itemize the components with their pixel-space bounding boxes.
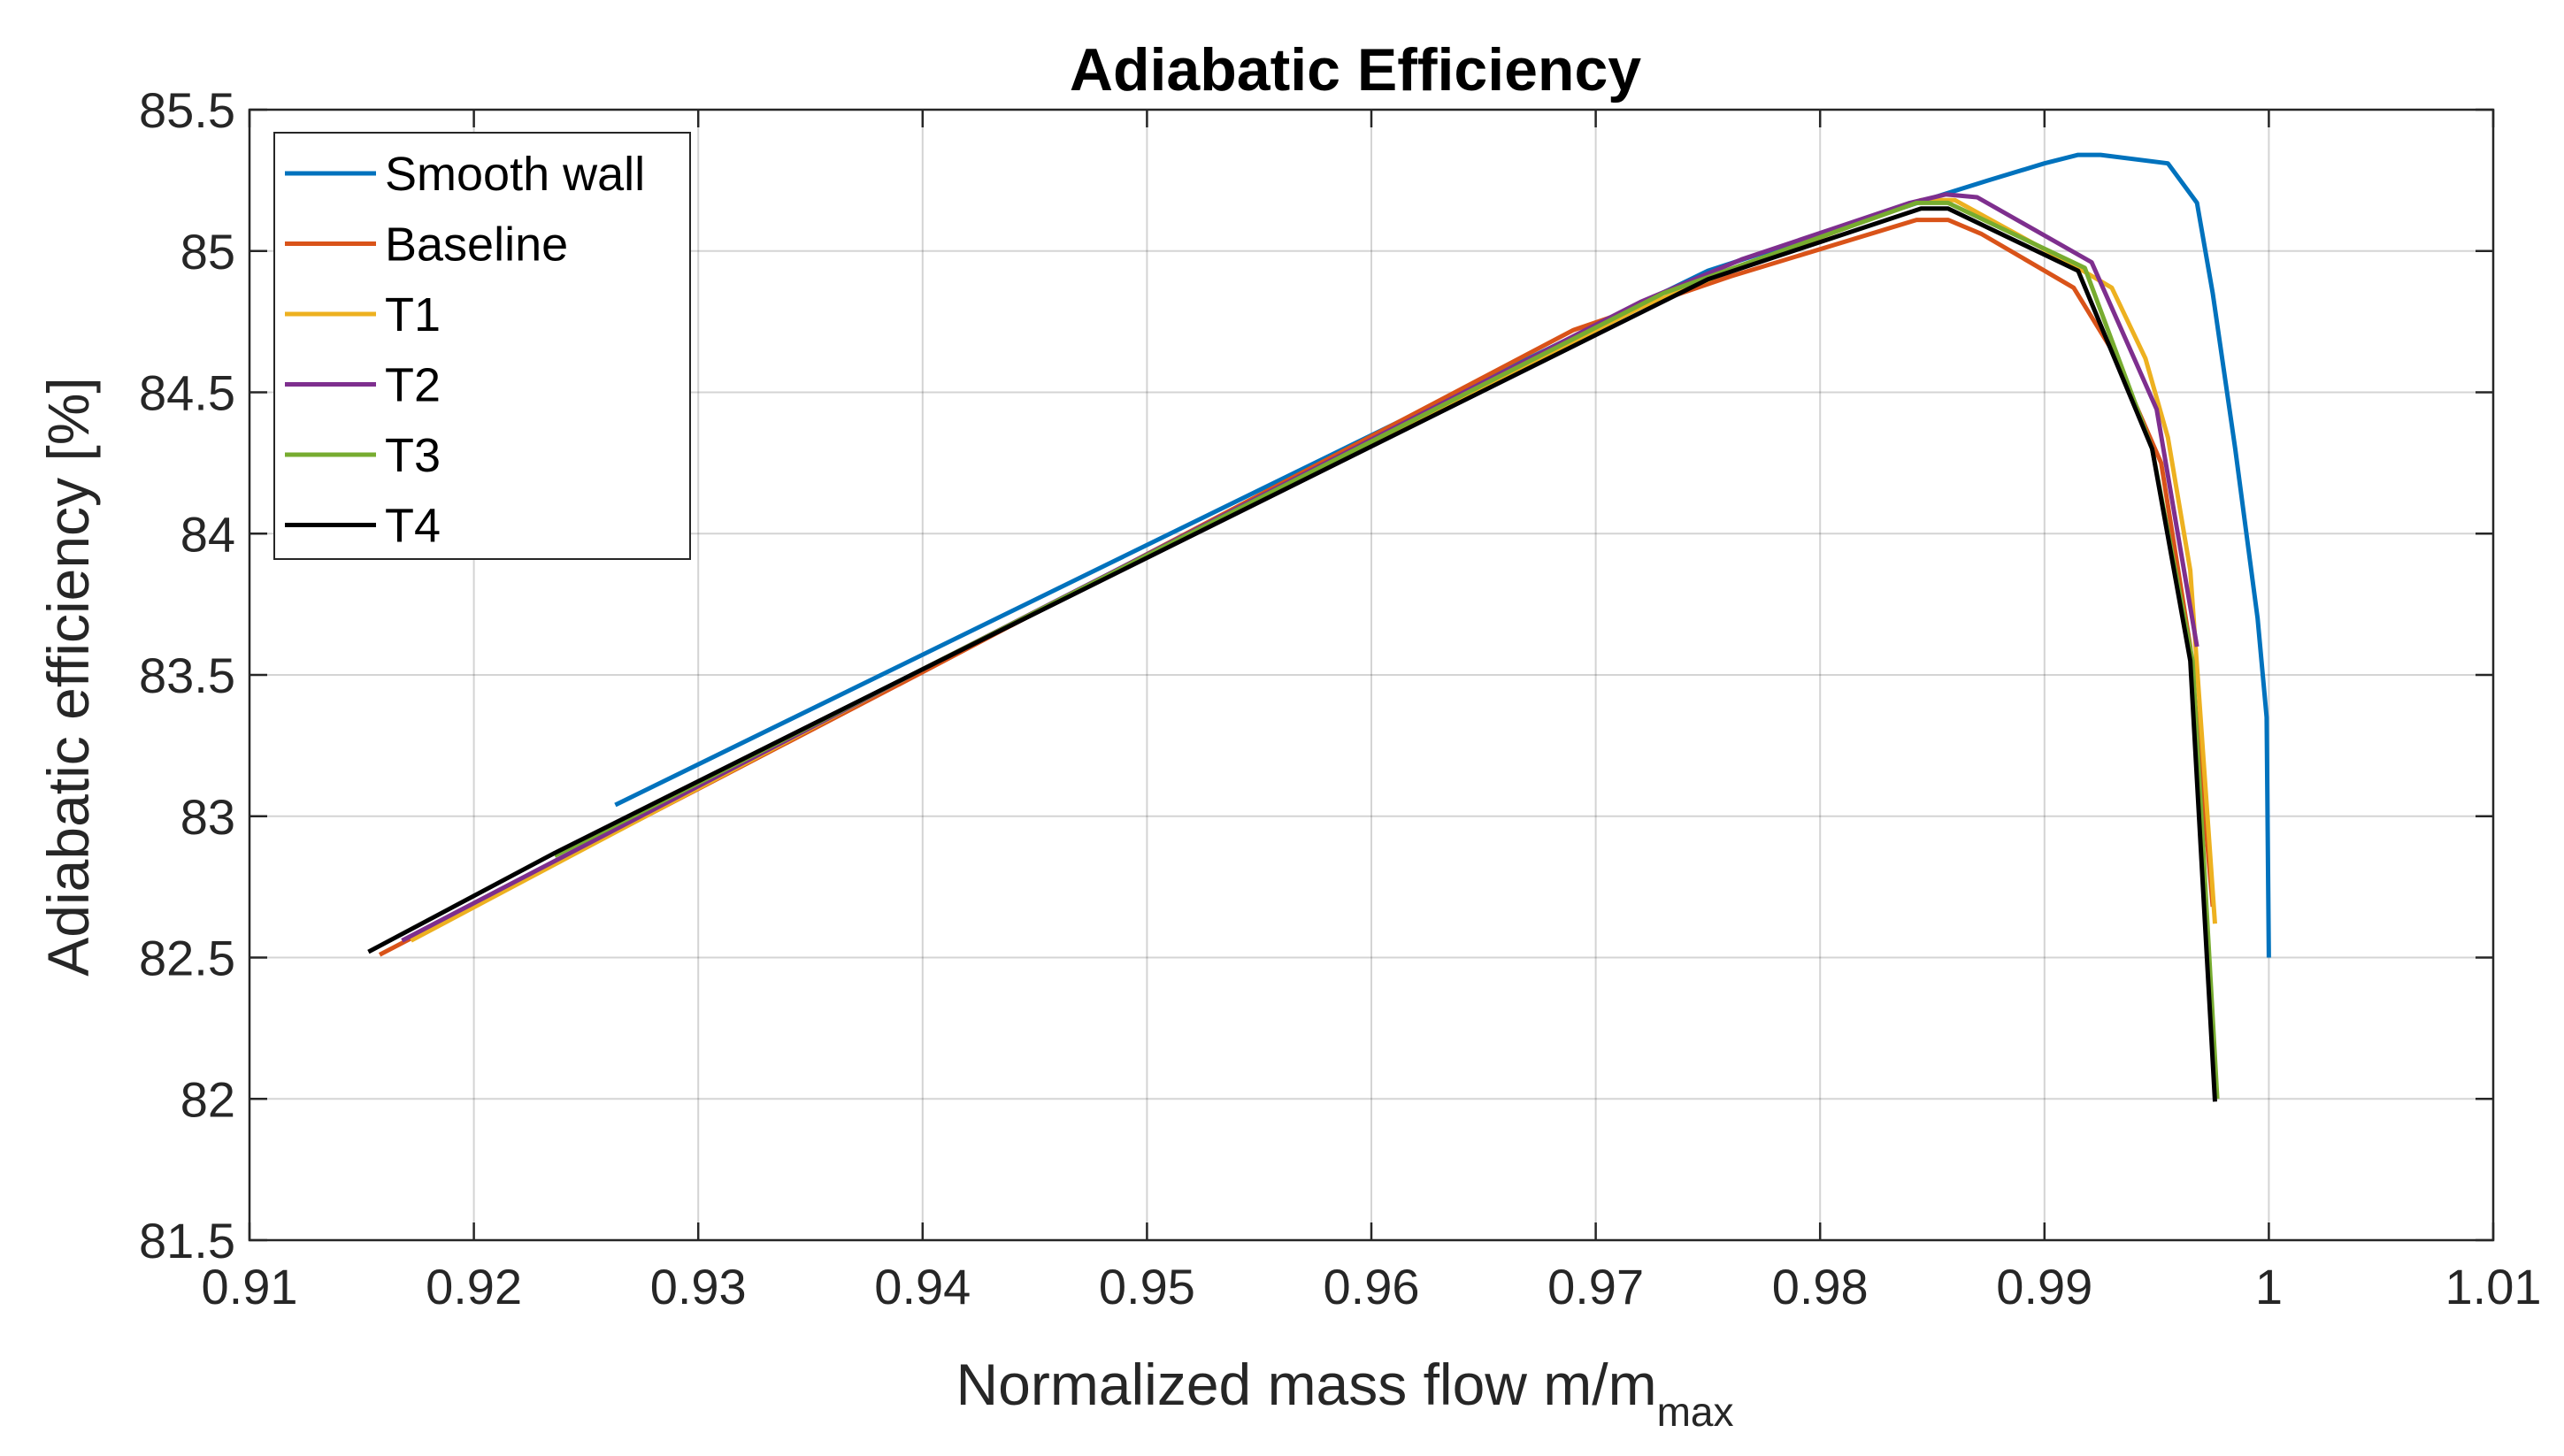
chart-title: Adiabatic Efficiency bbox=[1070, 36, 1641, 103]
x-tick-label: 0.93 bbox=[650, 1259, 747, 1314]
legend-label-baseline: Baseline bbox=[385, 218, 568, 272]
y-tick-label: 81.5 bbox=[139, 1213, 235, 1268]
y-tick-label: 85.5 bbox=[139, 82, 235, 138]
y-tick-label: 82.5 bbox=[139, 931, 235, 986]
y-tick-label: 83 bbox=[180, 789, 235, 845]
legend: Smooth wall Baseline T1 T2 T3 T4 bbox=[273, 132, 691, 560]
x-tick-label: 0.96 bbox=[1324, 1259, 1420, 1314]
x-tick-label: 1 bbox=[2255, 1259, 2283, 1314]
axis-ticks: 0.91 0.92 0.93 0.94 0.95 0.96 0.97 0.98 0.99 1 1.0… bbox=[139, 82, 2542, 1314]
x-axis-label: Normalized mass flow m/mmax bbox=[956, 1352, 1733, 1435]
x-tick-label: 0.99 bbox=[1996, 1259, 2092, 1314]
x-axis-label-subscript: max bbox=[1657, 1389, 1734, 1435]
legend-label-t4: T4 bbox=[385, 500, 441, 553]
legend-box bbox=[273, 132, 691, 560]
y-tick-label: 84.5 bbox=[139, 365, 235, 421]
y-tick-label: 85 bbox=[180, 224, 235, 280]
legend-label-t3: T3 bbox=[385, 429, 441, 482]
x-tick-label: 0.92 bbox=[426, 1259, 522, 1314]
x-axis-label-main: Normalized mass flow m/m bbox=[956, 1352, 1656, 1417]
legend-label-t1: T1 bbox=[385, 288, 441, 341]
x-tick-label: 0.97 bbox=[1547, 1259, 1644, 1314]
x-tick-label: 0.95 bbox=[1099, 1259, 1195, 1314]
plot-lines bbox=[367, 152, 2271, 1102]
legend-label-t2: T2 bbox=[385, 359, 441, 412]
x-tick-label: 0.94 bbox=[874, 1259, 971, 1314]
x-tick-label: 0.91 bbox=[202, 1259, 298, 1314]
series-line-baseline bbox=[378, 218, 2215, 957]
y-tick-label: 83.5 bbox=[139, 648, 235, 703]
series-line-smooth-wall bbox=[614, 152, 2271, 958]
x-tick-label: 1.01 bbox=[2445, 1259, 2542, 1314]
y-tick-label: 82 bbox=[180, 1071, 235, 1127]
x-tick-label: 0.98 bbox=[1772, 1259, 1869, 1314]
series-line-t4 bbox=[367, 206, 2217, 1102]
legend-label-smooth-wall: Smooth wall bbox=[385, 148, 645, 201]
y-tick-label: 84 bbox=[180, 506, 235, 562]
y-axis-label: Adiabatic efficiency [%] bbox=[35, 377, 101, 976]
